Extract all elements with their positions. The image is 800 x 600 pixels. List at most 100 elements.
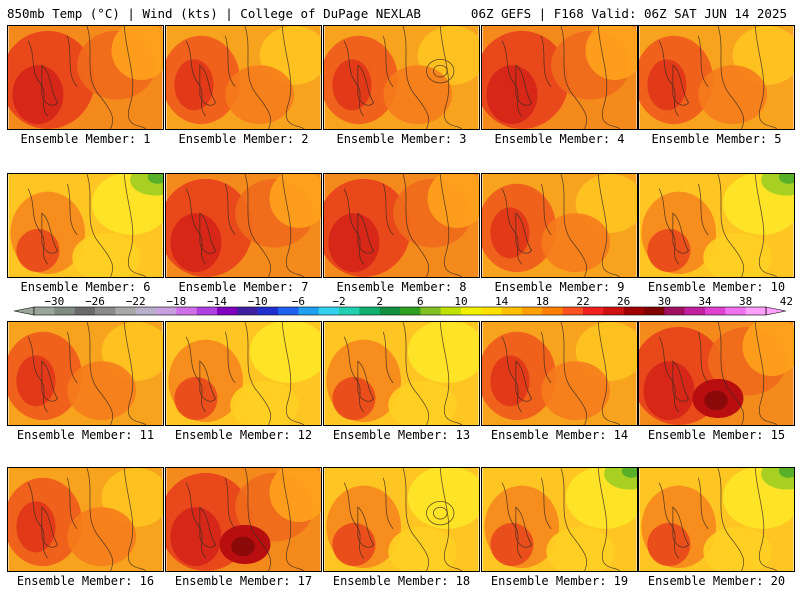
colorbar-tick-label: −22 xyxy=(126,296,146,308)
colorbar-swatch xyxy=(115,307,136,315)
temperature-map xyxy=(481,25,638,130)
temperature-shading xyxy=(388,526,457,571)
ensemble-member-panel: Ensemble Member: 5 xyxy=(638,25,795,149)
height-contours xyxy=(343,468,463,571)
colorbar-swatch xyxy=(664,307,685,315)
contour-line xyxy=(199,360,217,402)
colorbar-tick-label: 2 xyxy=(376,296,383,308)
ensemble-member-label: Ensemble Member: 5 xyxy=(651,132,782,146)
contour-line xyxy=(658,336,680,413)
temperature-shading xyxy=(383,65,453,125)
ensemble-member-panel: Ensemble Member: 2 xyxy=(165,25,322,149)
temperature-shading xyxy=(541,361,611,421)
colorbar-tick-label: 38 xyxy=(739,296,752,308)
height-contours xyxy=(27,468,147,571)
hot-core xyxy=(231,536,255,557)
contour-line xyxy=(540,477,552,530)
colorbar-tick-label: 22 xyxy=(576,296,589,308)
contour-line xyxy=(439,322,463,425)
colorbar-swatch xyxy=(95,307,116,315)
temperature-map xyxy=(638,25,795,130)
contour-line xyxy=(501,188,523,265)
colorbar-tick-label: −18 xyxy=(166,296,186,308)
ensemble-member-label: Ensemble Member: 3 xyxy=(336,132,467,146)
colorbar-tick-label: 14 xyxy=(495,296,509,308)
contour-line xyxy=(402,468,430,571)
ensemble-member-panel: Ensemble Member: 19 xyxy=(481,467,638,591)
cool-region xyxy=(621,468,637,478)
ensemble-member-panel: Ensemble Member: 11 xyxy=(7,321,164,445)
temperature-map xyxy=(323,321,480,426)
contour-line xyxy=(244,174,272,277)
contour-line xyxy=(41,212,59,254)
contour-line xyxy=(515,212,533,254)
height-contours xyxy=(343,174,463,277)
colorbar-swatch xyxy=(74,307,96,315)
colorbar-swatch xyxy=(339,307,360,315)
colorbar-swatch xyxy=(461,307,482,315)
contour-ring xyxy=(426,500,455,526)
contour-line xyxy=(717,26,745,129)
contour-line xyxy=(439,174,463,277)
contour-line xyxy=(281,468,305,571)
ensemble-member-label: Ensemble Member: 4 xyxy=(494,132,625,146)
temperature-shading xyxy=(647,59,687,111)
contour-line xyxy=(357,506,375,548)
colorbar-swatch xyxy=(583,307,604,315)
contour-line xyxy=(199,212,217,254)
temperature-shading xyxy=(585,26,637,80)
colorbar-swatch xyxy=(705,307,726,315)
colorbar-tick-label: 10 xyxy=(454,296,467,308)
contour-line xyxy=(697,35,709,88)
contour-line xyxy=(281,322,305,425)
temperature-colorbar: −30 −26 −22 −18 −14 −10 −6 −2 2 6 10 14 18 22 26 30 34 38… xyxy=(13,296,793,316)
temperature-shading xyxy=(332,59,372,111)
ensemble-member-panel: Ensemble Member: 14 xyxy=(481,321,638,445)
temperature-shading xyxy=(16,355,56,407)
colorbar-tick-label: −30 xyxy=(44,296,64,308)
contour-line xyxy=(41,360,59,402)
colorbar-tick-label: 18 xyxy=(536,296,549,308)
colorbar-swatch xyxy=(135,307,157,315)
contour-line xyxy=(672,506,690,548)
contour-line xyxy=(672,64,690,106)
colorbar-tick-label: −2 xyxy=(332,296,345,308)
colorbar-tick-label: 34 xyxy=(698,296,712,308)
colorbar-swatch xyxy=(542,307,563,315)
contour-line xyxy=(199,64,217,106)
colorbar-swatch xyxy=(481,307,502,315)
colorbar-swatch xyxy=(217,307,238,315)
contour-line xyxy=(382,331,394,384)
contour-line xyxy=(27,40,49,117)
ensemble-member-panel: Ensemble Member: 9 xyxy=(481,173,638,297)
contour-line xyxy=(123,26,147,129)
temperature-shading xyxy=(647,228,691,273)
height-contours xyxy=(501,322,621,425)
contour-ring xyxy=(426,58,455,84)
temperature-map xyxy=(481,321,638,426)
colorbar-swatch xyxy=(603,307,624,315)
ensemble-member-label: Ensemble Member: 15 xyxy=(647,428,786,442)
contour-line xyxy=(402,322,430,425)
temperature-map xyxy=(323,467,480,572)
hot-core xyxy=(704,390,728,411)
colorbar-tick-label: −10 xyxy=(248,296,268,308)
contour-line xyxy=(501,40,523,117)
colorbar-swatch xyxy=(400,307,421,315)
colorbar-swatch xyxy=(34,307,55,315)
ensemble-member-label: Ensemble Member: 19 xyxy=(490,574,629,588)
colorbar-swatch xyxy=(725,307,746,315)
colorbar-swatch xyxy=(623,307,645,315)
contour-line xyxy=(382,183,394,236)
contour-line xyxy=(754,174,778,277)
height-contours xyxy=(343,26,463,129)
contour-line xyxy=(540,183,552,236)
contour-line xyxy=(439,468,463,571)
contour-line xyxy=(382,477,394,530)
temperature-shading xyxy=(486,65,538,125)
height-contours xyxy=(185,26,305,129)
model-valid-time: 06Z GEFS | F168 Valid: 06Z SAT JUN 14 20… xyxy=(470,6,787,21)
height-contours xyxy=(343,322,463,425)
temperature-shading xyxy=(541,213,611,273)
temperature-map xyxy=(7,25,164,130)
